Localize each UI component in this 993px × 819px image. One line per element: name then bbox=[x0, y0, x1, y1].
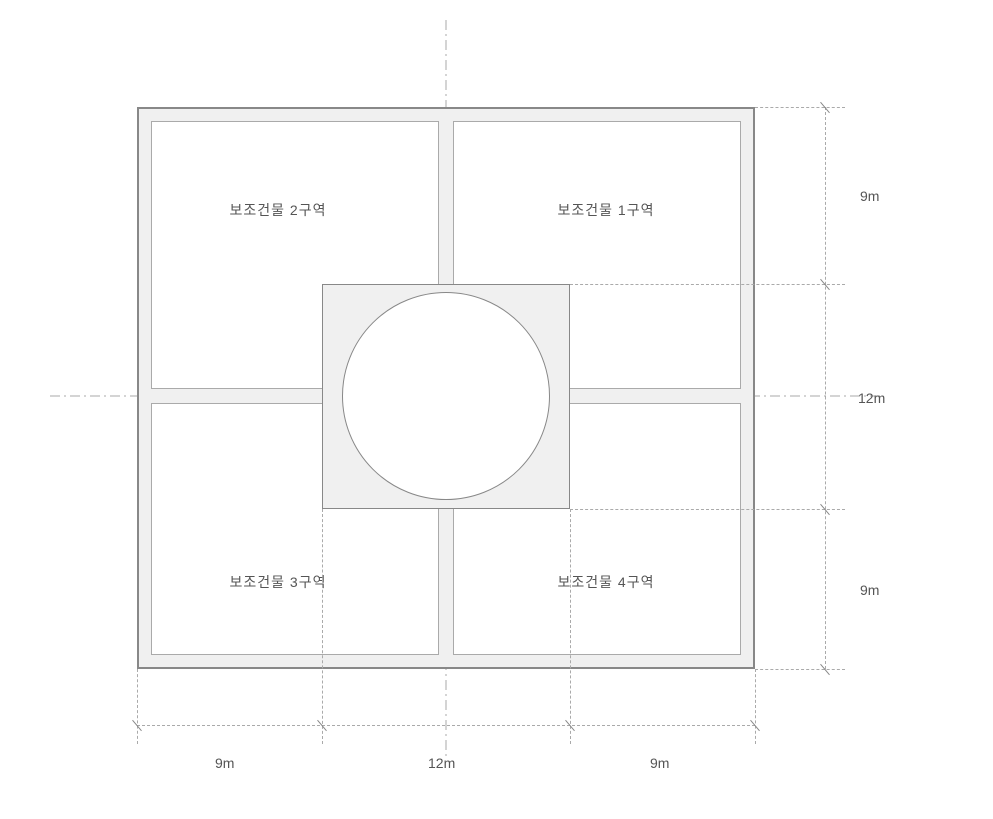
ext-line-r1 bbox=[755, 107, 845, 108]
ext-line-r2 bbox=[570, 284, 845, 285]
zone-1-label: 보조건물 1구역 bbox=[528, 200, 684, 220]
ext-line-b4 bbox=[755, 669, 756, 744]
dim-bottom-1: 9m bbox=[215, 755, 234, 771]
ext-line-r3 bbox=[570, 509, 845, 510]
zone-3-label: 보조건물 3구역 bbox=[200, 572, 356, 592]
center-circle bbox=[342, 292, 550, 500]
dim-bottom-3: 9m bbox=[650, 755, 669, 771]
ext-line-b2 bbox=[322, 509, 323, 744]
dim-right-2: 12m bbox=[858, 390, 885, 406]
dim-baseline-bottom bbox=[137, 725, 755, 726]
floorplan-diagram: 보조건물 2구역 보조건물 1구역 보조건물 3구역 보조건물 4구역 9m 1… bbox=[0, 0, 993, 819]
dim-right-3: 9m bbox=[860, 582, 879, 598]
ext-line-r4 bbox=[755, 669, 845, 670]
ext-line-b1 bbox=[137, 669, 138, 744]
dim-right-1: 9m bbox=[860, 188, 879, 204]
dim-baseline-right bbox=[825, 107, 826, 669]
dim-bottom-2: 12m bbox=[428, 755, 455, 771]
zone-4-label: 보조건물 4구역 bbox=[528, 572, 684, 592]
ext-line-b3 bbox=[570, 509, 571, 744]
zone-2-label: 보조건물 2구역 bbox=[200, 200, 356, 220]
